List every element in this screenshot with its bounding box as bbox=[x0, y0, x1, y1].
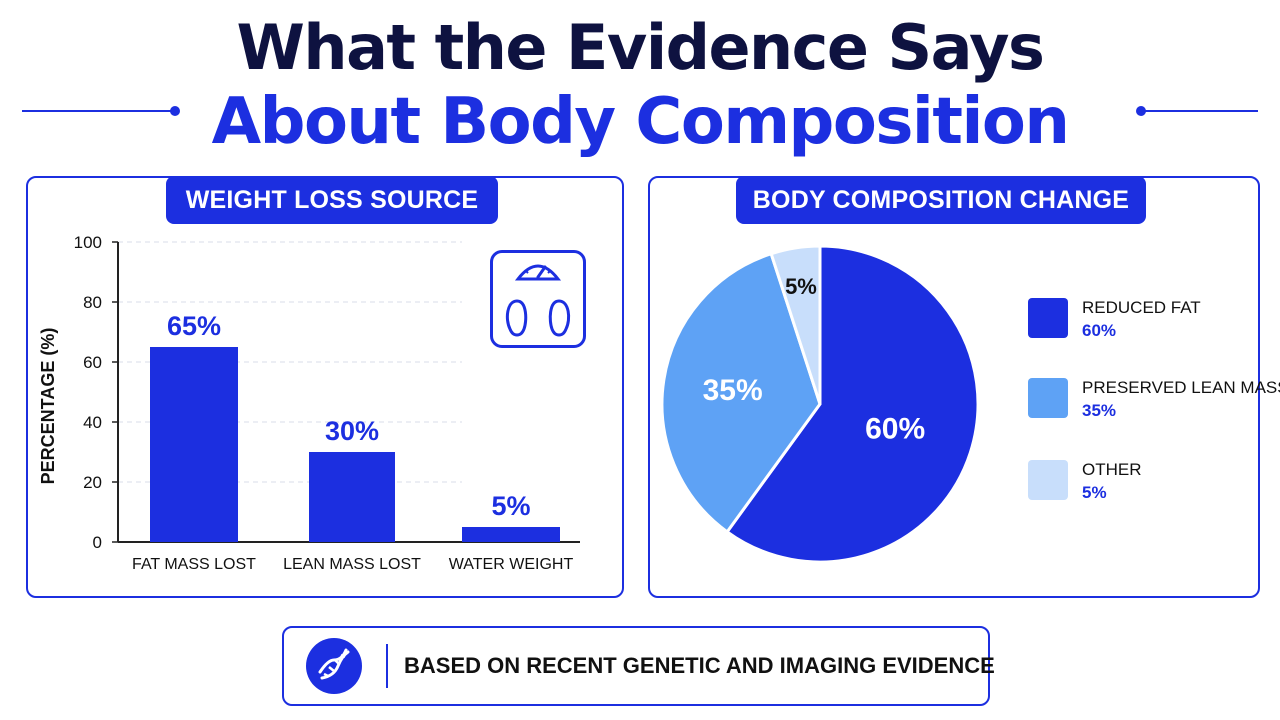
x-category-label: LEAN MASS LOST bbox=[283, 556, 421, 573]
evidence-footer: BASED ON RECENT GENETIC AND IMAGING EVID… bbox=[282, 626, 995, 706]
body-composition-title: BODY COMPOSITION CHANGE bbox=[736, 176, 1146, 224]
y-tick-label: 100 bbox=[74, 233, 102, 252]
legend-value-reduced-fat: 60% bbox=[1082, 321, 1117, 340]
legend-value-other: 5% bbox=[1082, 483, 1107, 502]
weight-loss-title: WEIGHT LOSS SOURCE bbox=[166, 176, 498, 224]
legend-item-lean-mass: PRESERVED LEAN MASS 35% bbox=[1028, 378, 1280, 438]
bar-value-label: 30% bbox=[325, 416, 379, 446]
pie-slice-label: 35% bbox=[703, 374, 763, 407]
legend-label-other: OTHER bbox=[1082, 460, 1142, 479]
dna-icon-circle bbox=[306, 638, 362, 694]
bathroom-scale-icon bbox=[505, 264, 571, 337]
bar-value-label: 5% bbox=[491, 491, 530, 521]
bar bbox=[150, 347, 238, 542]
x-category-label: WATER WEIGHT bbox=[449, 556, 574, 573]
title-rule-right bbox=[1140, 110, 1258, 112]
legend-swatch-lean-mass bbox=[1028, 378, 1068, 418]
y-tick-label: 60 bbox=[83, 353, 102, 372]
legend-label-reduced-fat: REDUCED FAT bbox=[1082, 298, 1201, 317]
bar bbox=[309, 452, 395, 542]
y-tick-label: 40 bbox=[83, 413, 102, 432]
title-rule-left bbox=[22, 110, 174, 112]
footer-divider bbox=[386, 644, 388, 688]
pie-slice bbox=[725, 244, 980, 564]
pie-slice bbox=[769, 244, 822, 406]
bar bbox=[462, 527, 560, 542]
dna-icon bbox=[318, 648, 350, 680]
x-category-label: FAT MASS LOST bbox=[132, 556, 256, 573]
pie-slice-label: 60% bbox=[865, 412, 925, 445]
y-tick-label: 80 bbox=[83, 293, 102, 312]
bar-value-label: 65% bbox=[167, 311, 221, 341]
title-line-2: About Body Composition bbox=[211, 85, 1070, 159]
legend-label-lean-mass: PRESERVED LEAN MASS bbox=[1082, 378, 1280, 397]
scale-icon-card bbox=[490, 250, 586, 348]
legend-swatch-reduced-fat bbox=[1028, 298, 1068, 338]
pie-slice bbox=[660, 252, 822, 534]
y-tick-label: 20 bbox=[83, 473, 102, 492]
pie-slice-label: 5% bbox=[785, 274, 817, 299]
footer-text: BASED ON RECENT GENETIC AND IMAGING EVID… bbox=[404, 653, 995, 678]
y-axis-label: PERCENTAGE (%) bbox=[38, 328, 58, 485]
legend-item-reduced-fat: REDUCED FAT 60% bbox=[1028, 298, 1258, 358]
title-line-1: What the Evidence Says bbox=[236, 11, 1045, 84]
y-tick-label: 0 bbox=[93, 533, 102, 552]
legend-item-other: OTHER 5% bbox=[1028, 460, 1258, 520]
legend-value-lean-mass: 35% bbox=[1082, 401, 1117, 420]
title-rule-left-dot bbox=[170, 106, 180, 116]
legend-swatch-other bbox=[1028, 460, 1068, 500]
